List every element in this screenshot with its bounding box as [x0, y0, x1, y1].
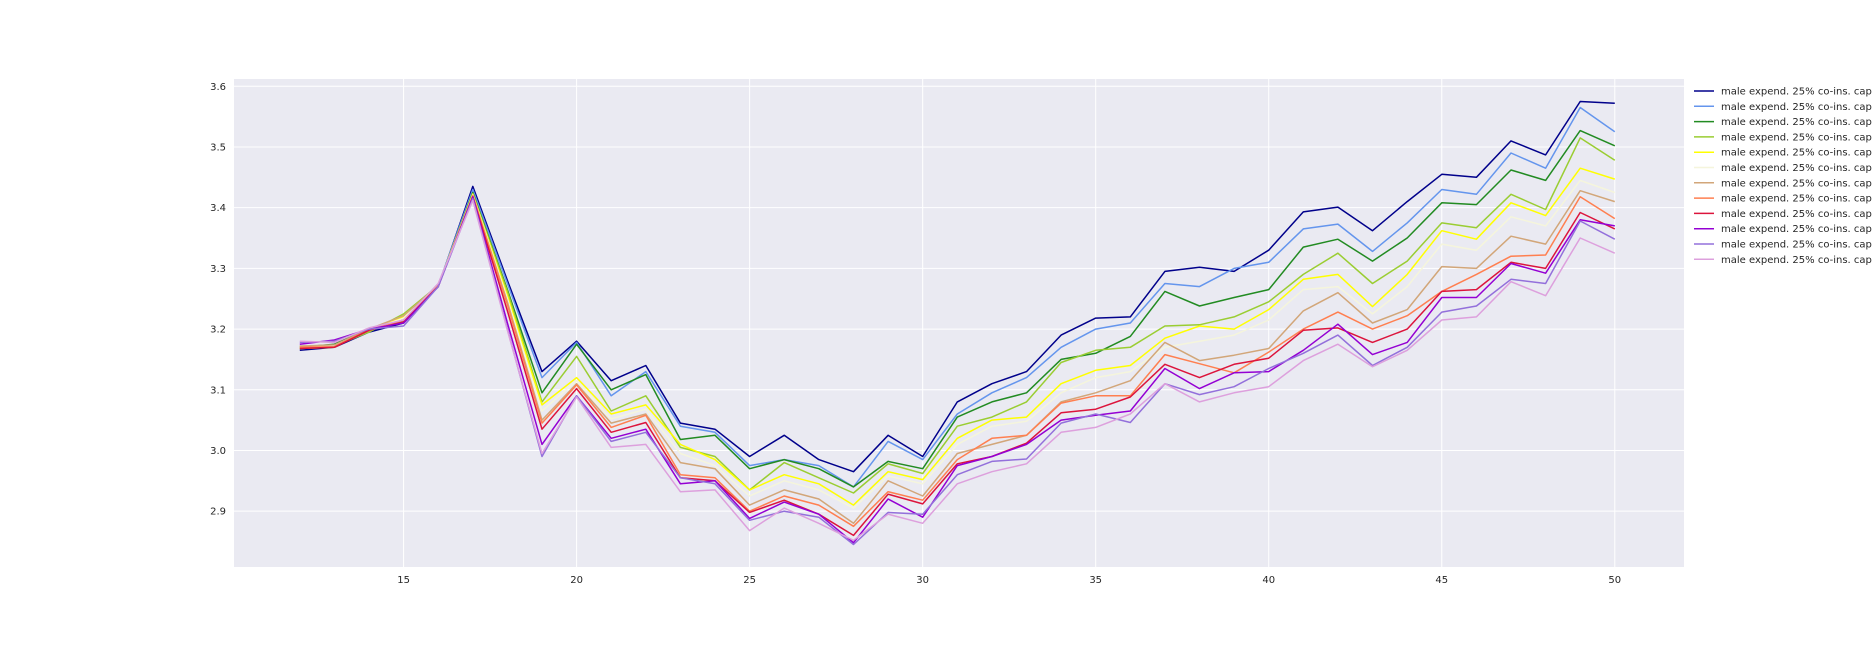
- series-line-2: [299, 106, 1616, 488]
- legend-label: male expend. 25% co-ins. cap: [1721, 178, 1872, 189]
- legend: male expend. 25% co-ins. cap male expend.…: [1694, 87, 1872, 266]
- legend-label: male expend. 25% co-ins. cap: [1721, 209, 1872, 220]
- series-line-10: [299, 196, 1615, 544]
- series-lines: [299, 100, 1616, 546]
- y-tick-label: 3.0: [210, 446, 226, 457]
- x-tick-label: 20: [570, 575, 583, 586]
- x-tick-label: 25: [743, 575, 756, 586]
- legend-label: male expend. 25% co-ins. cap: [1721, 163, 1872, 174]
- y-tick-label: 3.5: [210, 142, 226, 153]
- legend-label: male expend. 25% co-ins. cap: [1721, 117, 1872, 128]
- series-line-1: [299, 100, 1615, 473]
- legend-label: male expend. 25% co-ins. cap: [1721, 255, 1872, 266]
- x-tick-label: 30: [916, 575, 929, 586]
- x-tick-label: 15: [397, 575, 410, 586]
- series-line-6: [299, 179, 1616, 509]
- y-tick-label: 3.1: [210, 385, 226, 396]
- x-tick-label: 40: [1262, 575, 1275, 586]
- y-tick-label: 3.6: [210, 82, 226, 93]
- x-tick-label: 45: [1435, 575, 1448, 586]
- tick-labels: 15 20 25 30 35 40 45 50 2.9 3.0 3.1 3.2 3.3 3.4 3.5 3.6: [210, 82, 1621, 586]
- series-line-7: [299, 189, 1616, 525]
- legend-label: male expend. 25% co-ins. cap: [1721, 87, 1872, 98]
- legend-label: male expend. 25% co-ins. cap: [1721, 194, 1872, 205]
- legend-label: male expend. 25% co-ins. cap: [1721, 224, 1872, 235]
- series-line-8: [299, 194, 1616, 528]
- plot-background: [234, 79, 1684, 567]
- legend-label: male expend. 25% co-ins. cap: [1721, 148, 1872, 159]
- series-line-5: [299, 167, 1616, 506]
- legend-label: male expend. 25% co-ins. cap: [1721, 132, 1872, 143]
- series-line-3: [299, 129, 1616, 488]
- x-tick-label: 35: [1089, 575, 1102, 586]
- y-tick-label: 2.9: [210, 507, 226, 518]
- legend-label: male expend. 25% co-ins. cap: [1721, 102, 1872, 113]
- legend-label: male expend. 25% co-ins. cap: [1721, 240, 1872, 251]
- x-tick-label: 50: [1608, 575, 1621, 586]
- series-line-4: [299, 137, 1616, 494]
- y-tick-label: 3.4: [210, 203, 226, 214]
- y-tick-label: 3.3: [210, 264, 226, 275]
- series-line-9: [299, 196, 1616, 537]
- y-tick-label: 3.2: [210, 325, 226, 336]
- series-line-12: [299, 199, 1616, 542]
